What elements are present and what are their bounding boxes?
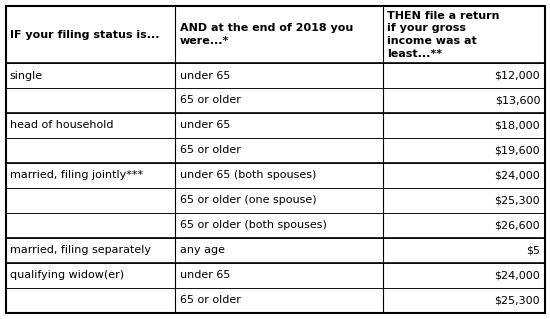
Bar	[175, 6, 383, 63]
Text: $19,600: $19,600	[494, 145, 540, 155]
Text: $25,300: $25,300	[494, 295, 540, 305]
Bar	[383, 63, 544, 88]
Bar	[6, 263, 175, 288]
Text: any age: any age	[180, 245, 224, 255]
Text: $24,000: $24,000	[494, 170, 540, 180]
Text: 65 or older (one spouse): 65 or older (one spouse)	[180, 195, 316, 205]
Text: $26,600: $26,600	[494, 220, 540, 230]
Bar	[383, 88, 544, 113]
Text: $12,000: $12,000	[494, 70, 540, 80]
Bar	[6, 88, 175, 113]
Text: $5: $5	[526, 245, 540, 255]
Bar	[383, 188, 544, 213]
Text: 65 or older (both spouses): 65 or older (both spouses)	[180, 220, 327, 230]
Text: under 65: under 65	[180, 70, 230, 80]
Text: AND at the end of 2018 you
were...*: AND at the end of 2018 you were...*	[180, 23, 353, 46]
Bar	[175, 163, 383, 188]
Text: married, filing separately: married, filing separately	[10, 245, 151, 255]
Bar	[6, 113, 175, 138]
Bar	[383, 263, 544, 288]
Bar	[175, 88, 383, 113]
Text: $24,000: $24,000	[494, 270, 540, 280]
Bar	[6, 288, 175, 313]
Text: $13,600: $13,600	[494, 95, 540, 106]
Text: head of household: head of household	[10, 121, 113, 130]
Text: 65 or older: 65 or older	[180, 295, 240, 305]
Bar	[6, 188, 175, 213]
Text: $25,300: $25,300	[494, 195, 540, 205]
Text: qualifying widow(er): qualifying widow(er)	[10, 270, 124, 280]
Bar	[175, 288, 383, 313]
Text: under 65: under 65	[180, 270, 230, 280]
Bar	[383, 288, 544, 313]
Text: single: single	[10, 70, 43, 80]
Bar	[6, 238, 175, 263]
Text: under 65 (both spouses): under 65 (both spouses)	[180, 170, 316, 180]
Bar	[6, 6, 175, 63]
Bar	[6, 63, 175, 88]
Text: IF your filing status is...: IF your filing status is...	[10, 30, 160, 40]
Bar	[175, 138, 383, 163]
Bar	[6, 163, 175, 188]
Bar	[175, 238, 383, 263]
Text: 65 or older: 65 or older	[180, 95, 240, 106]
Bar	[383, 163, 544, 188]
Bar	[6, 213, 175, 238]
Text: married, filing jointly***: married, filing jointly***	[10, 170, 143, 180]
Text: THEN file a return
if your gross
income was at
least...**: THEN file a return if your gross income …	[387, 11, 499, 59]
Bar	[175, 213, 383, 238]
Bar	[383, 213, 544, 238]
Text: under 65: under 65	[180, 121, 230, 130]
Bar	[6, 138, 175, 163]
Bar	[383, 238, 544, 263]
Bar	[175, 263, 383, 288]
Text: 65 or older: 65 or older	[180, 145, 240, 155]
Bar	[175, 63, 383, 88]
Text: $18,000: $18,000	[494, 121, 540, 130]
Bar	[383, 113, 544, 138]
Bar	[175, 113, 383, 138]
Bar	[383, 138, 544, 163]
Bar	[175, 188, 383, 213]
Bar	[383, 6, 544, 63]
